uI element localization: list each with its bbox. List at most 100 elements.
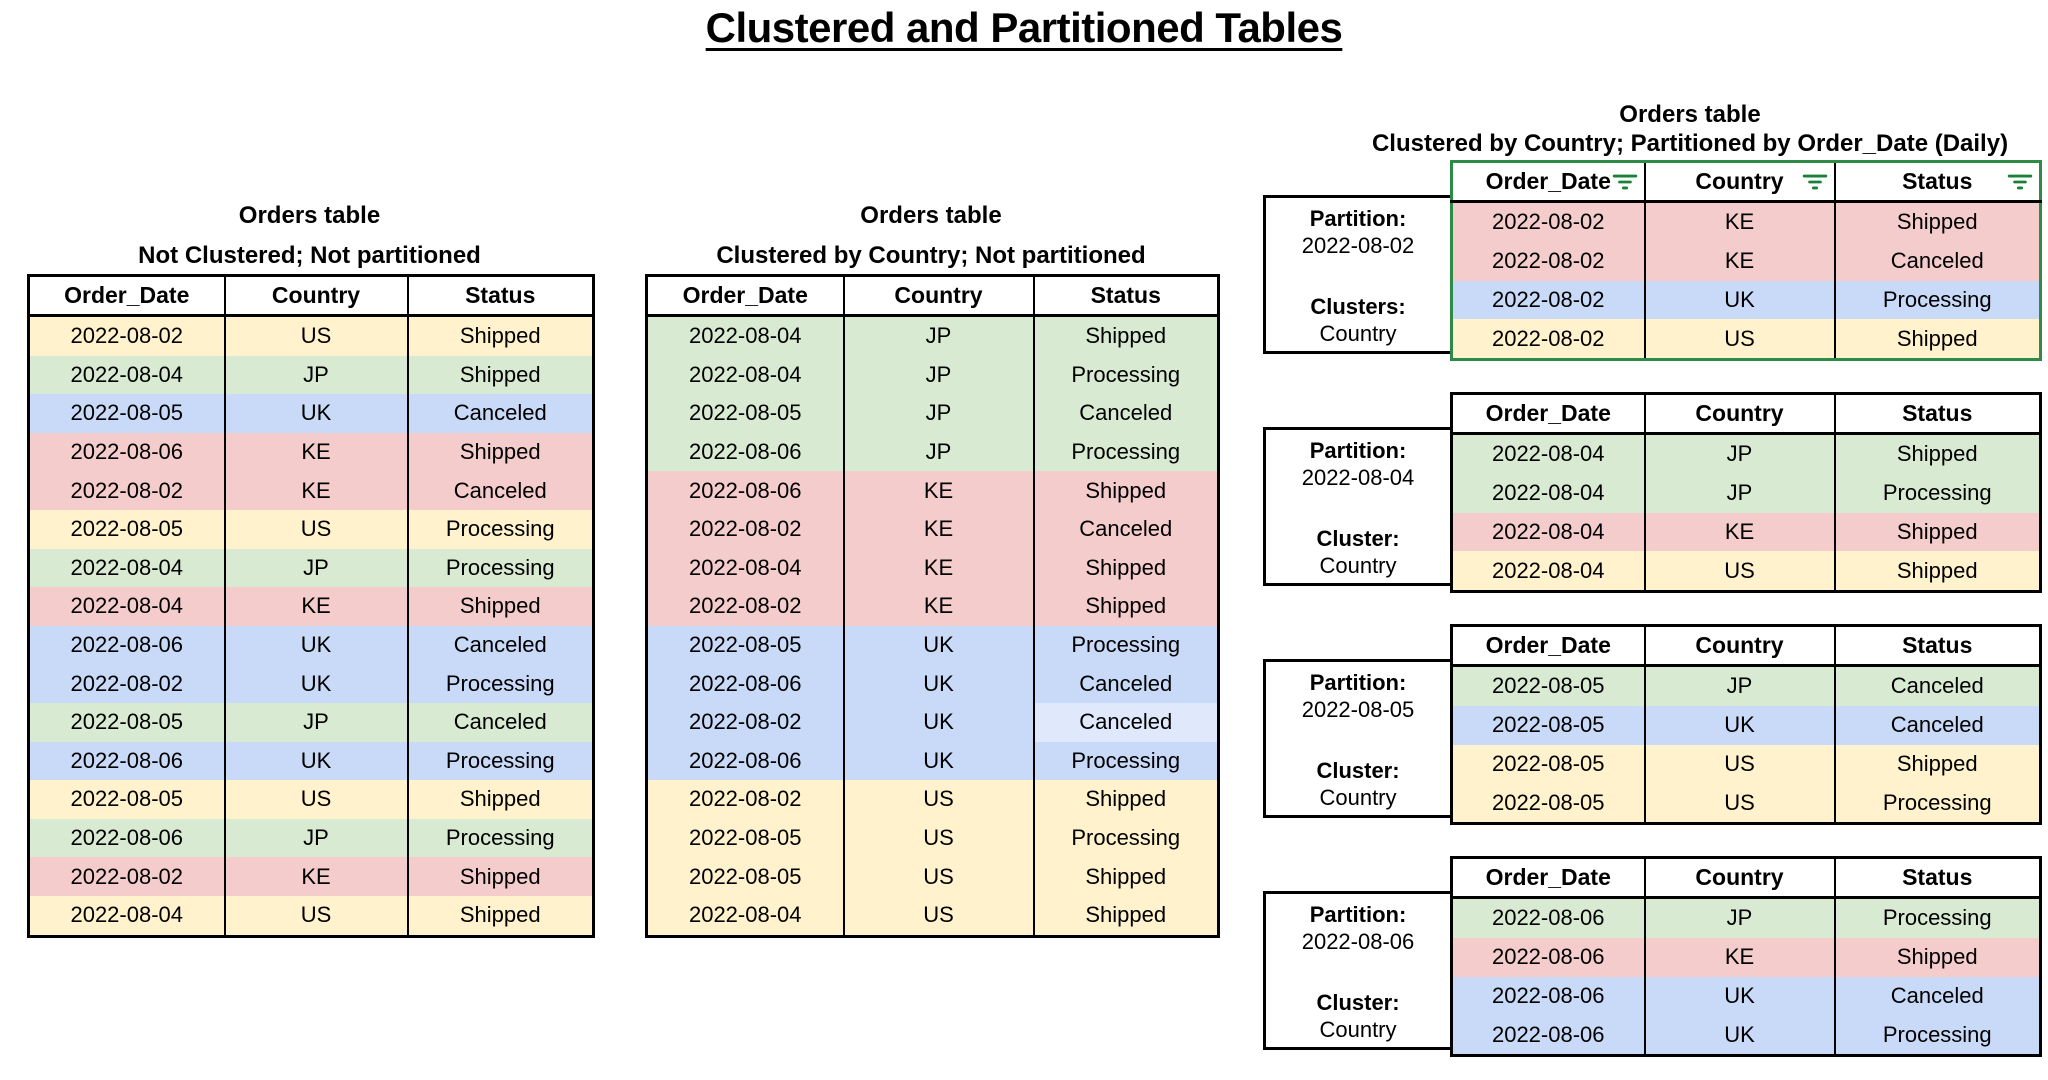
country-cell: KE — [223, 471, 409, 510]
order-date-cell: 2022-08-06 — [645, 471, 845, 510]
table-row: 2022-08-05 UK Canceled — [1450, 705, 2042, 745]
country-cell: KE — [223, 857, 409, 896]
partition-value: 2022-08-06 — [1301, 929, 1415, 954]
table-row: 2022-08-06 UK Canceled — [27, 625, 595, 665]
table-row: 2022-08-02 KE Shipped — [1450, 201, 2042, 242]
table-row: 2022-08-05 US Shipped — [27, 780, 595, 819]
middle-table-subtitle: Clustered by Country; Not partitioned — [716, 242, 1146, 269]
status-cell: Shipped — [1833, 937, 2042, 977]
country-cell: UK — [842, 702, 1035, 742]
order-date-cell: 2022-08-06 — [27, 741, 226, 781]
partition-labels: Partition: 2022-08-02 — [1270, 205, 1446, 259]
country-cell: JP — [842, 355, 1035, 395]
status-cell: Shipped — [406, 895, 595, 936]
country-cell: JP — [1643, 473, 1836, 513]
filter-icon[interactable] — [1802, 173, 1828, 191]
order-date-cell: 2022-08-04 — [645, 895, 845, 936]
column-header-label: Status — [1902, 168, 1973, 194]
table-row: 2022-08-04 US Shipped — [1450, 551, 2042, 592]
table-row: 2022-08-05 JP Canceled — [1450, 665, 2042, 706]
cluster-value: Country — [1319, 785, 1397, 810]
country-cell: KE — [842, 548, 1035, 588]
table-row: 2022-08-06 UK Processing — [645, 741, 1220, 781]
order-date-cell: 2022-08-04 — [1450, 433, 1646, 474]
partition-label: Partition: — [1309, 438, 1407, 463]
partition-label-box: Partition: 2022-08-04 Cluster: Country — [1263, 427, 1450, 586]
cluster-value: Country — [1319, 553, 1397, 578]
country-cell: US — [1643, 551, 1836, 592]
order-date-cell: 2022-08-05 — [1450, 783, 1646, 824]
table-row: 2022-08-04 JP Processing — [645, 355, 1220, 395]
status-cell: Processing — [406, 664, 595, 703]
order-date-cell: 2022-08-04 — [1450, 512, 1646, 552]
order-date-cell: 2022-08-05 — [27, 780, 226, 819]
header-row: Order_Date Country Status — [27, 275, 595, 317]
filter-icon[interactable] — [2007, 173, 2033, 191]
table-row: 2022-08-06 UK Canceled — [645, 664, 1220, 703]
table-row: 2022-08-04 KE Shipped — [1450, 512, 2042, 552]
table-row: 2022-08-06 UK Processing — [27, 741, 595, 781]
country-cell: US — [842, 780, 1035, 819]
country-cell: KE — [842, 509, 1035, 549]
country-cell: JP — [842, 432, 1035, 472]
column-header-label: Order_Date — [1485, 168, 1611, 194]
order-date-cell: 2022-08-04 — [1450, 551, 1646, 592]
table-row: 2022-08-02 KE Canceled — [1450, 241, 2042, 281]
country-cell: US — [842, 818, 1035, 858]
column-header-status: Status — [1032, 275, 1220, 317]
status-cell: Canceled — [406, 471, 595, 510]
middle-table-title: Orders table — [860, 202, 1002, 229]
column-header-country: Country — [1643, 857, 1836, 899]
cluster-labels: Cluster: Country — [1270, 989, 1446, 1043]
column-header-status: Status — [1833, 161, 2042, 203]
country-cell: UK — [223, 741, 409, 781]
status-cell: Shipped — [1833, 319, 2042, 360]
table-row: 2022-08-04 JP Shipped — [1450, 433, 2042, 474]
status-cell: Canceled — [406, 394, 595, 433]
country-cell: UK — [842, 664, 1035, 703]
filter-icon[interactable] — [1612, 173, 1638, 191]
left-table-title: Orders table — [238, 202, 381, 229]
order-date-cell: 2022-08-04 — [645, 548, 845, 588]
column-header-status: Status — [1833, 857, 2042, 899]
status-cell: Shipped — [406, 432, 595, 472]
table-row: 2022-08-04 JP Processing — [27, 548, 595, 588]
order-date-cell: 2022-08-02 — [645, 587, 845, 626]
table-row: 2022-08-05 US Shipped — [645, 857, 1220, 896]
status-cell: Canceled — [1833, 241, 2042, 281]
middle-table-titles: Orders table Clustered by Country; Not p… — [645, 202, 1217, 270]
status-cell: Processing — [406, 548, 595, 588]
column-header-order-date: Order_Date — [27, 275, 226, 317]
country-cell: UK — [1643, 1015, 1836, 1056]
table-row: 2022-08-05 US Processing — [27, 509, 595, 549]
status-cell: Processing — [1032, 818, 1220, 858]
header-row: Order_Date Country Status — [1450, 625, 2042, 667]
country-cell: JP — [223, 355, 409, 395]
status-cell: Processing — [1833, 783, 2042, 824]
country-cell: US — [223, 509, 409, 549]
order-date-cell: 2022-08-02 — [27, 664, 226, 703]
table-header: Order_Date Country Status — [27, 275, 595, 317]
status-cell: Processing — [1032, 432, 1220, 472]
table-row: 2022-08-04 JP Shipped — [27, 355, 595, 395]
status-cell: Shipped — [1833, 551, 2042, 592]
table-row: 2022-08-04 US Shipped — [27, 895, 595, 936]
partition-label-box: Partition: 2022-08-06 Cluster: Country — [1263, 891, 1450, 1050]
table-row: 2022-08-06 UK Processing — [1450, 1015, 2042, 1056]
country-cell: US — [1643, 783, 1836, 824]
partition-table-2022-08-05: Order_Date Country Status 2022-08-05 JP Ca… — [1450, 624, 2042, 825]
country-cell: US — [842, 895, 1035, 936]
column-header-order-date: Order_Date — [1450, 161, 1646, 203]
column-header-country: Country — [1643, 625, 1836, 667]
column-header-order-date: Order_Date — [1450, 393, 1646, 435]
status-cell: Shipped — [1833, 201, 2042, 242]
table-row: 2022-08-02 KE Shipped — [645, 587, 1220, 626]
table-row: 2022-08-05 US Processing — [1450, 783, 2042, 824]
status-cell: Shipped — [1032, 857, 1220, 896]
order-date-cell: 2022-08-06 — [645, 741, 845, 781]
order-date-cell: 2022-08-02 — [27, 315, 226, 356]
table-row: 2022-08-02 KE Shipped — [27, 857, 595, 896]
order-date-cell: 2022-08-06 — [27, 818, 226, 858]
order-date-cell: 2022-08-05 — [27, 509, 226, 549]
